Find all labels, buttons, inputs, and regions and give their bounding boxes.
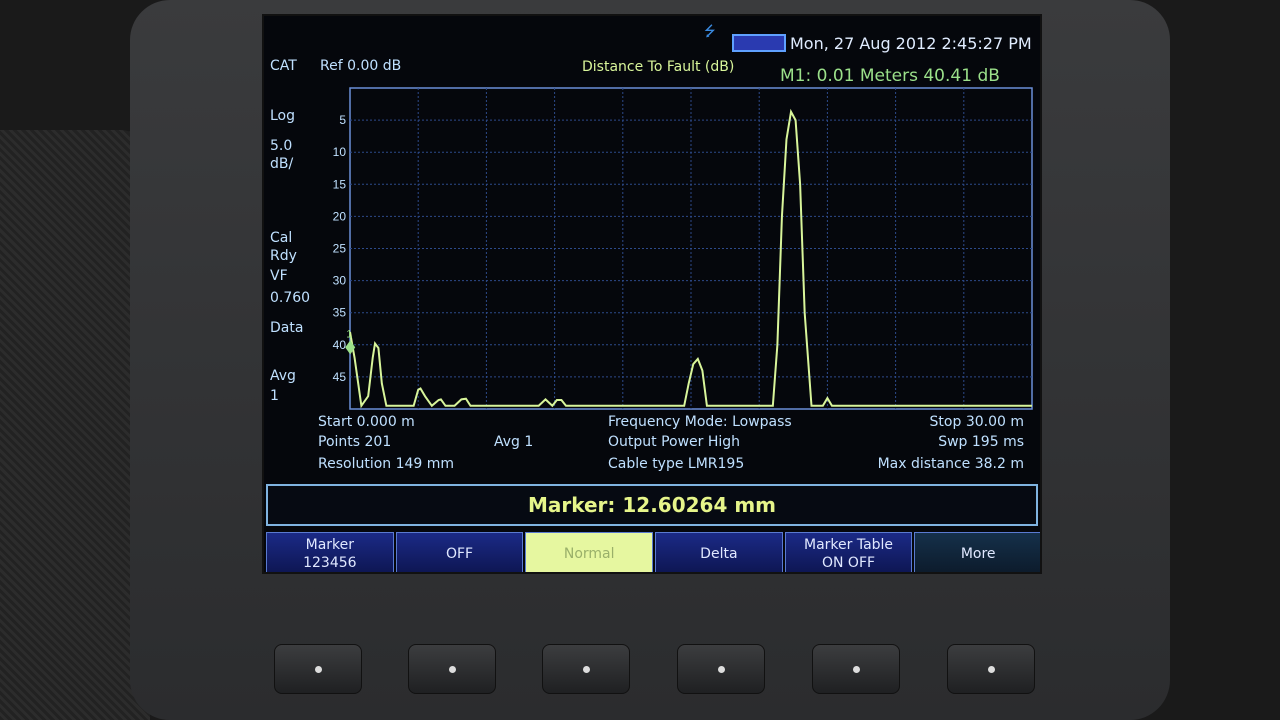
y-tick-label: 35 (333, 306, 347, 320)
y-tick-label: 25 (333, 242, 347, 256)
hardware-softkey-5[interactable] (812, 644, 900, 694)
chart-title: Distance To Fault (dB) (582, 59, 735, 75)
y-tick-label: 10 (333, 145, 347, 159)
softkey-label: More (960, 546, 996, 562)
softkey-label: Marker (305, 537, 355, 553)
softkey-label: Normal (563, 546, 615, 562)
scale-unit: dB/ (270, 156, 294, 172)
softkey-marker-table[interactable]: Marker Table ON OFF (784, 532, 913, 572)
resolution: Resolution 149 mm (318, 456, 455, 472)
frequency-mode: Frequency Mode: Lowpass (608, 414, 792, 430)
sweep-time: Swp 195 ms (938, 434, 1024, 450)
hardware-softkey-3[interactable] (542, 644, 630, 694)
softkey-normal[interactable]: Normal (525, 532, 654, 572)
softkey-label: OFF (445, 546, 474, 562)
softkey-sublabel: ON OFF (821, 555, 876, 571)
softkey-delta[interactable]: Delta (655, 532, 783, 572)
scale-per-div: 5.0 (270, 138, 293, 154)
y-tick-label: 40 (333, 338, 347, 352)
cable-type: Cable type LMR195 (608, 456, 745, 472)
cal-label: Cal (270, 230, 293, 246)
start-distance: Start 0.000 m (318, 414, 415, 430)
softkey-sublabel: 123456 (303, 555, 357, 571)
softkey-marker-select[interactable]: Marker 123456 (266, 532, 394, 572)
softkey-more[interactable]: More (914, 532, 1040, 572)
avg-value: 1 (270, 388, 279, 404)
battery-icon (732, 34, 786, 52)
carrying-strap (0, 130, 150, 720)
softkey-label: Delta (700, 546, 738, 562)
rdy-label: Rdy (270, 248, 297, 264)
marker-1-label: 1 (346, 328, 352, 340)
stop-distance: Stop 30.00 m (929, 414, 1024, 430)
softkey-bar: Marker 123456 OFF Normal Delta Marker Tab… (266, 532, 1040, 572)
dtf-chart: 5 10 15 20 25 30 35 40 45 1 (333, 87, 1033, 410)
y-tick-label: 30 (333, 274, 347, 288)
max-distance: Max distance 38.2 m (877, 456, 1024, 472)
instrument-screen: ⭍ Mon, 27 Aug 2012 2:45:27 PM CAT Ref 0.… (262, 14, 1042, 574)
y-tick-label: 5 (339, 113, 346, 127)
y-tick-label: 45 (333, 370, 347, 384)
data-label: Data (270, 320, 304, 336)
datetime: Mon, 27 Aug 2012 2:45:27 PM (790, 34, 1032, 53)
points: Points 201 (318, 434, 392, 450)
marker-1-diamond (345, 340, 356, 355)
vf-value: 0.760 (270, 290, 311, 306)
marker-readout: M1: 0.01 Meters 40.41 dB (780, 66, 1000, 86)
dtf-trace (349, 108, 1032, 409)
avg-label: Avg (270, 368, 296, 384)
y-tick-label: 15 (333, 177, 347, 191)
softkey-off[interactable]: OFF (395, 532, 524, 572)
vf-label: VF (270, 268, 288, 284)
usb-icon: ⭍ (704, 24, 716, 40)
hardware-softkey-2[interactable] (408, 644, 496, 694)
hardware-softkey-6[interactable] (947, 644, 1035, 694)
marker-entry-bar: Marker: 12.60264 mm (266, 484, 1038, 526)
reference-level: Ref 0.00 dB (320, 58, 402, 74)
measurement-mode: CAT (270, 58, 297, 74)
averaging: Avg 1 (494, 434, 534, 450)
y-tick-label: 20 (333, 209, 347, 223)
output-power: Output Power High (608, 434, 741, 450)
hardware-softkey-4[interactable] (677, 644, 765, 694)
scale-type: Log (270, 108, 296, 124)
hardware-softkey-1[interactable] (274, 644, 362, 694)
softkey-label: Marker Table (804, 537, 894, 553)
